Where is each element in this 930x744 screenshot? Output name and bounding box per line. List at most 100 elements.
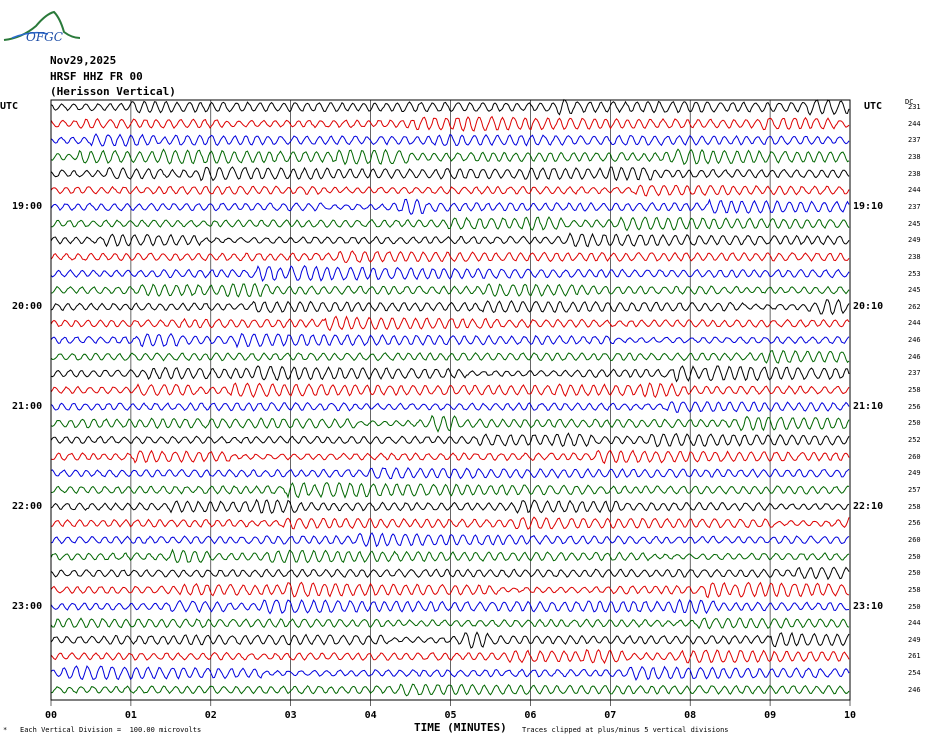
seismic-trace: [50, 665, 850, 682]
trace-group: [50, 98, 850, 697]
seismic-trace: [50, 148, 850, 166]
seismic-trace: [50, 298, 850, 316]
footer-mark: *: [3, 726, 8, 734]
dc-offset-label: 256: [908, 519, 921, 528]
seismic-trace: [50, 265, 850, 282]
dc-offset-label: 249: [908, 236, 921, 245]
seismic-trace: [50, 467, 850, 480]
dc-offset-label: 246: [908, 336, 921, 345]
plot-frame: [50, 99, 851, 701]
seismic-trace: [50, 315, 850, 332]
seismic-trace: [50, 498, 850, 514]
seismic-trace: [50, 250, 850, 264]
logo-mountain-icon: [3, 10, 81, 41]
station-name: (Herisson Vertical): [50, 85, 176, 98]
vertical-division-note: Each Vertical Division = 100.00 microvol…: [20, 726, 202, 734]
x-tick-label: 00: [44, 710, 58, 721]
dc-offset-label: 260: [908, 452, 921, 461]
dc-offset-label: 260: [908, 535, 921, 544]
dc-offset-label: 245: [908, 286, 921, 295]
seismic-trace: [50, 115, 850, 132]
dc-offset-label: 237: [908, 202, 921, 211]
seismic-trace: [50, 449, 850, 465]
x-tick-label: 09: [764, 710, 777, 721]
dc-offset-label: 258: [908, 585, 921, 594]
dc-offset-label: 261: [908, 652, 921, 661]
dc-offset-label: 246: [908, 685, 921, 694]
left-hour-label: 23:00: [12, 600, 43, 612]
seismic-trace: [50, 581, 850, 599]
ofgc-logo: OFGC: [2, 4, 82, 44]
dc-offset-label: 253: [908, 269, 921, 278]
seismic-trace: [50, 282, 850, 298]
dc-offset-label: 238: [908, 152, 921, 161]
dc-offset-label: 244: [908, 619, 921, 628]
dc-offset-label: 250: [908, 552, 921, 561]
left-hour-label: 21:00: [12, 400, 43, 412]
dc-offset-label: 252: [908, 436, 921, 444]
x-tick-label: 02: [204, 710, 217, 721]
seismic-trace: [50, 349, 850, 364]
dc-offset-label: 246: [908, 352, 921, 361]
seismic-trace: [50, 365, 850, 383]
dc-offset-label: 258: [908, 386, 921, 395]
seismic-trace: [50, 532, 850, 548]
left-hour-label: 20:00: [12, 300, 43, 312]
dc-offset-label: 238: [908, 252, 921, 261]
seismic-trace: [50, 432, 850, 448]
dc-offset-label: 256: [908, 402, 921, 411]
right-hour-label: 19:10: [853, 200, 884, 212]
seismic-trace: [50, 382, 850, 399]
dc-offset-label: 250: [908, 419, 921, 428]
x-tick-label: 04: [364, 710, 377, 721]
seismic-trace: [50, 401, 850, 413]
x-tick-label: 07: [604, 710, 617, 721]
dc-offset-label: 249: [908, 635, 921, 644]
x-tick-label: 05: [444, 710, 457, 721]
dc-offset-label: 249: [908, 469, 921, 478]
x-tick-label: 01: [124, 710, 137, 721]
right-hour-label: 21:10: [853, 400, 884, 412]
x-tick-label: 06: [524, 710, 537, 721]
right-utc-label: UTC: [864, 101, 883, 112]
seismic-trace: [50, 184, 850, 197]
x-axis-label: TIME (MINUTES): [414, 721, 507, 734]
seismic-trace: [51, 216, 850, 232]
seismic-trace: [50, 566, 850, 581]
seismic-trace: [50, 481, 850, 499]
dc-offset-label: 238: [908, 169, 921, 178]
dc-offset-label: 257: [908, 485, 921, 494]
seismic-trace: [50, 232, 850, 248]
dc-offset-label: 262: [908, 302, 921, 311]
dc-offset-label: 250: [908, 569, 921, 578]
left-hour-label: 22:00: [12, 500, 43, 512]
x-tick-label: 03: [284, 710, 297, 721]
seismic-trace: [50, 414, 850, 433]
record-date: Nov29,2025: [50, 54, 117, 67]
seismic-trace: [50, 683, 850, 697]
x-tick-label: 08: [684, 710, 697, 721]
station-code: HRSF HHZ FR 00: [50, 70, 143, 83]
seismic-trace: [50, 166, 850, 182]
time-grid: [50, 100, 851, 706]
seismic-trace: [50, 133, 850, 147]
dc-offset-label: 237: [908, 369, 921, 378]
right-hour-label: 22:10: [853, 500, 884, 512]
dc-offset-label: 244: [908, 119, 921, 128]
seismic-trace: [50, 598, 850, 615]
seismic-trace: [50, 631, 850, 649]
right-hour-label: 20:10: [853, 300, 884, 312]
left-utc-label: UTC: [0, 101, 19, 112]
dc-offset-label: 254: [908, 669, 921, 678]
right-hour-label: 23:10: [853, 600, 884, 612]
dc-offset-label: 231: [908, 103, 921, 111]
seismic-trace: [50, 548, 850, 564]
dc-offset-label: 250: [908, 602, 921, 611]
dc-offset-label: 258: [908, 502, 921, 511]
dc-offset-label: 244: [908, 186, 921, 195]
seismic-trace: [50, 332, 850, 349]
seismic-trace: [50, 98, 850, 116]
logo-text: OFGC: [26, 30, 63, 44]
seismic-trace: [50, 617, 850, 630]
